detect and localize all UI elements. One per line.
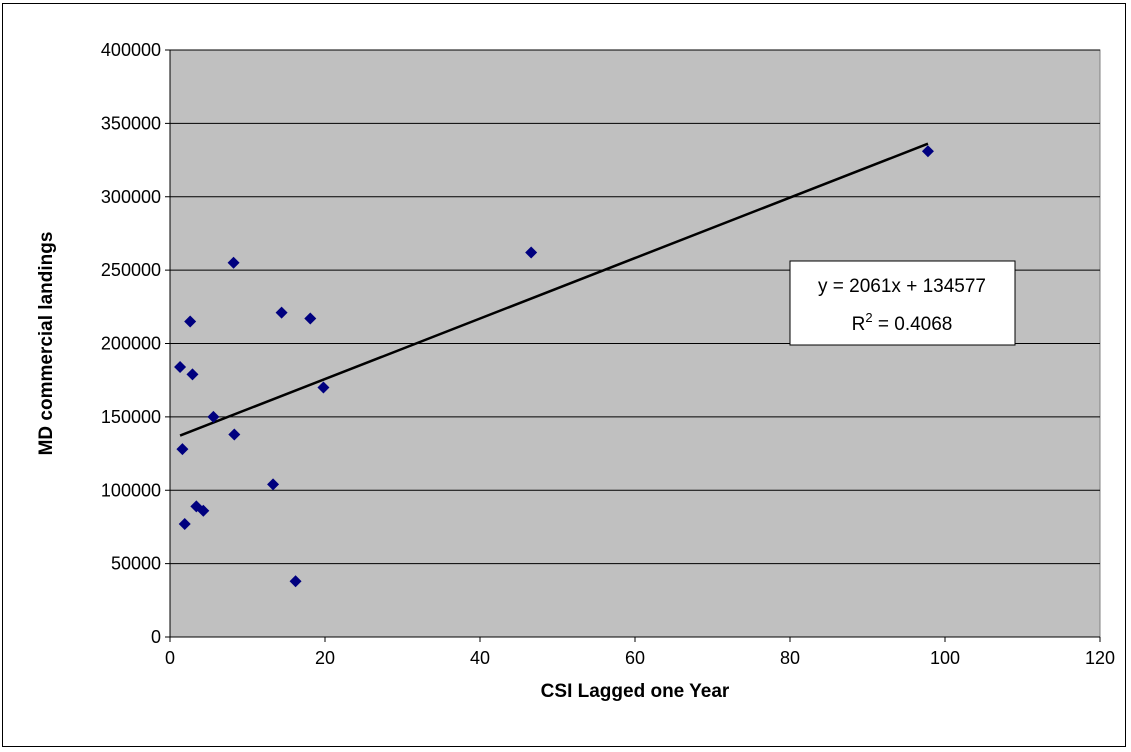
y-tick-label: 100000 xyxy=(101,480,161,500)
x-tick-label: 40 xyxy=(470,648,490,668)
x-tick-label: 0 xyxy=(165,648,175,668)
y-tick-label: 50000 xyxy=(111,554,161,574)
y-tick-label: 350000 xyxy=(101,113,161,133)
x-tick-label: 80 xyxy=(780,648,800,668)
trendline-equation-box: y = 2061x + 134577 R2 = 0.4068 xyxy=(789,260,1016,346)
data-point xyxy=(267,478,280,491)
data-point xyxy=(289,575,302,588)
y-tick-label: 0 xyxy=(151,627,161,647)
y-tick-label: 250000 xyxy=(101,260,161,280)
data-point xyxy=(207,410,220,423)
data-point xyxy=(174,360,187,373)
y-tick-label: 400000 xyxy=(101,40,161,60)
data-point xyxy=(227,256,240,269)
y-axis-ticks: 0 50000 100000 150000 200000 250000 300000 3500… xyxy=(101,40,170,647)
x-tick-label: 20 xyxy=(315,648,335,668)
data-point xyxy=(228,428,241,441)
x-axis-ticks: 0 20 40 60 80 100 120 xyxy=(165,637,1115,668)
r-squared-text: R2 = 0.4068 xyxy=(852,310,953,335)
data-point xyxy=(197,504,210,517)
y-axis-title: MD commercial landings xyxy=(36,232,57,456)
y-tick-label: 300000 xyxy=(101,187,161,207)
data-point xyxy=(186,368,199,381)
equation-text: y = 2061x + 134577 xyxy=(818,276,986,297)
data-point xyxy=(317,381,330,394)
x-tick-label: 120 xyxy=(1085,648,1115,668)
data-point xyxy=(184,315,197,328)
data-point xyxy=(304,312,317,325)
data-points xyxy=(174,145,934,588)
data-point xyxy=(275,306,288,319)
x-axis-title: CSI Lagged one Year xyxy=(541,681,730,702)
data-point xyxy=(525,246,538,259)
x-tick-label: 100 xyxy=(930,648,960,668)
data-point xyxy=(190,500,203,513)
y-tick-label: 150000 xyxy=(101,407,161,427)
data-point xyxy=(178,518,191,531)
y-tick-label: 200000 xyxy=(101,334,161,354)
data-point xyxy=(176,443,189,456)
x-tick-label: 60 xyxy=(625,648,645,668)
trendline xyxy=(179,142,929,437)
data-point xyxy=(921,145,934,158)
